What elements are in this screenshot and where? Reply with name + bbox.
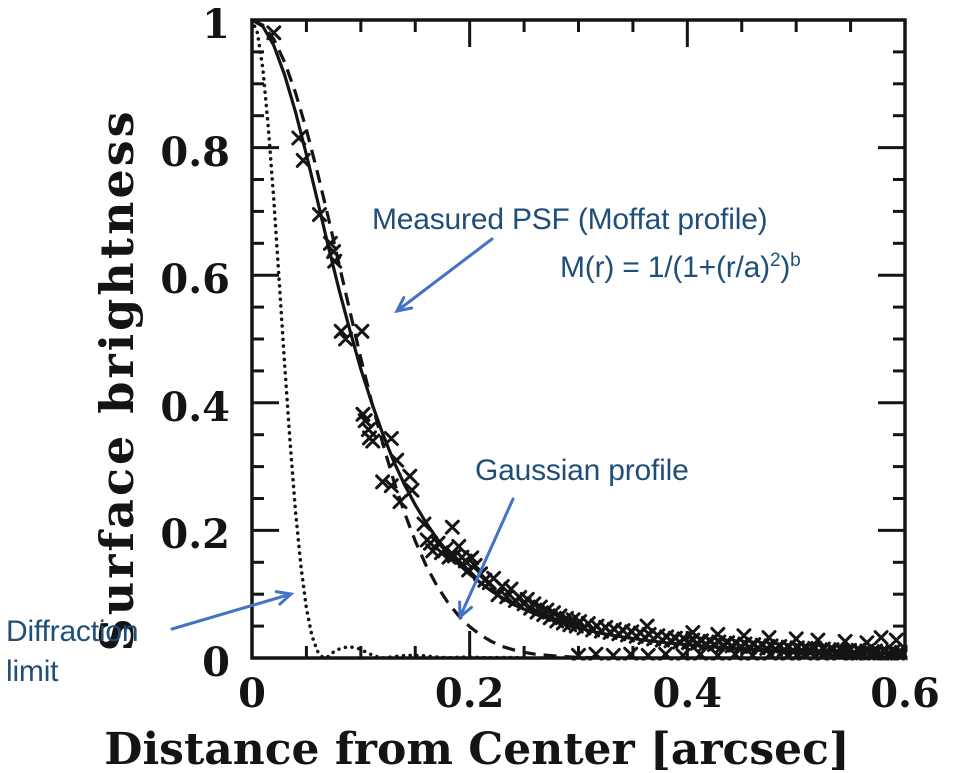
diffraction-annotation-line1: Diffraction — [6, 615, 139, 648]
diffraction-annotation: Diffraction limit — [6, 612, 139, 691]
profile-curves — [250, 18, 908, 661]
y-tick-label: 0.4 — [160, 383, 230, 431]
dashed-curve — [251, 18, 601, 660]
x-tick-label: 0.2 — [434, 670, 505, 717]
y-tick-label: 0.6 — [160, 256, 230, 304]
formula-exponent: 2 — [769, 250, 781, 271]
moffat-formula: M(r) = 1/(1+(r/a)2)b — [560, 249, 801, 287]
x-axis-title: Distance from Center [arcsec] — [104, 724, 850, 773]
formula-power: b — [790, 250, 801, 271]
y-tick-label: 0.2 — [160, 511, 230, 559]
plot-frame — [250, 18, 907, 660]
annotation-arrows — [170, 237, 515, 631]
y-tick-label: 0 — [202, 639, 230, 686]
solid-curve — [251, 18, 906, 656]
diffraction-annotation-line2: limit — [6, 654, 59, 688]
y-axis-title: Surface brightness — [90, 108, 144, 652]
y-tick-label: 0.8 — [160, 128, 230, 176]
dotted-curve — [250, 18, 524, 660]
x-tick-label: 0.6 — [870, 670, 940, 717]
moffat-arrow — [394, 237, 494, 314]
y-tick-label: 1 — [202, 1, 230, 48]
data-point-markers — [266, 25, 908, 661]
diffraction-arrow — [170, 590, 295, 631]
formula-close-paren: ) — [780, 251, 791, 284]
formula-prefix: M(r) = 1/(1+(r/a) — [560, 251, 770, 284]
x-tick-label: 0.4 — [652, 670, 723, 717]
axis-ticks — [250, 18, 907, 660]
moffat-annotation: Measured PSF (Moffat profile) — [372, 203, 768, 236]
gaussian-annotation: Gaussian profile — [475, 454, 689, 487]
gaussian-arrow — [458, 497, 515, 621]
x-tick-label: 0 — [238, 670, 266, 717]
